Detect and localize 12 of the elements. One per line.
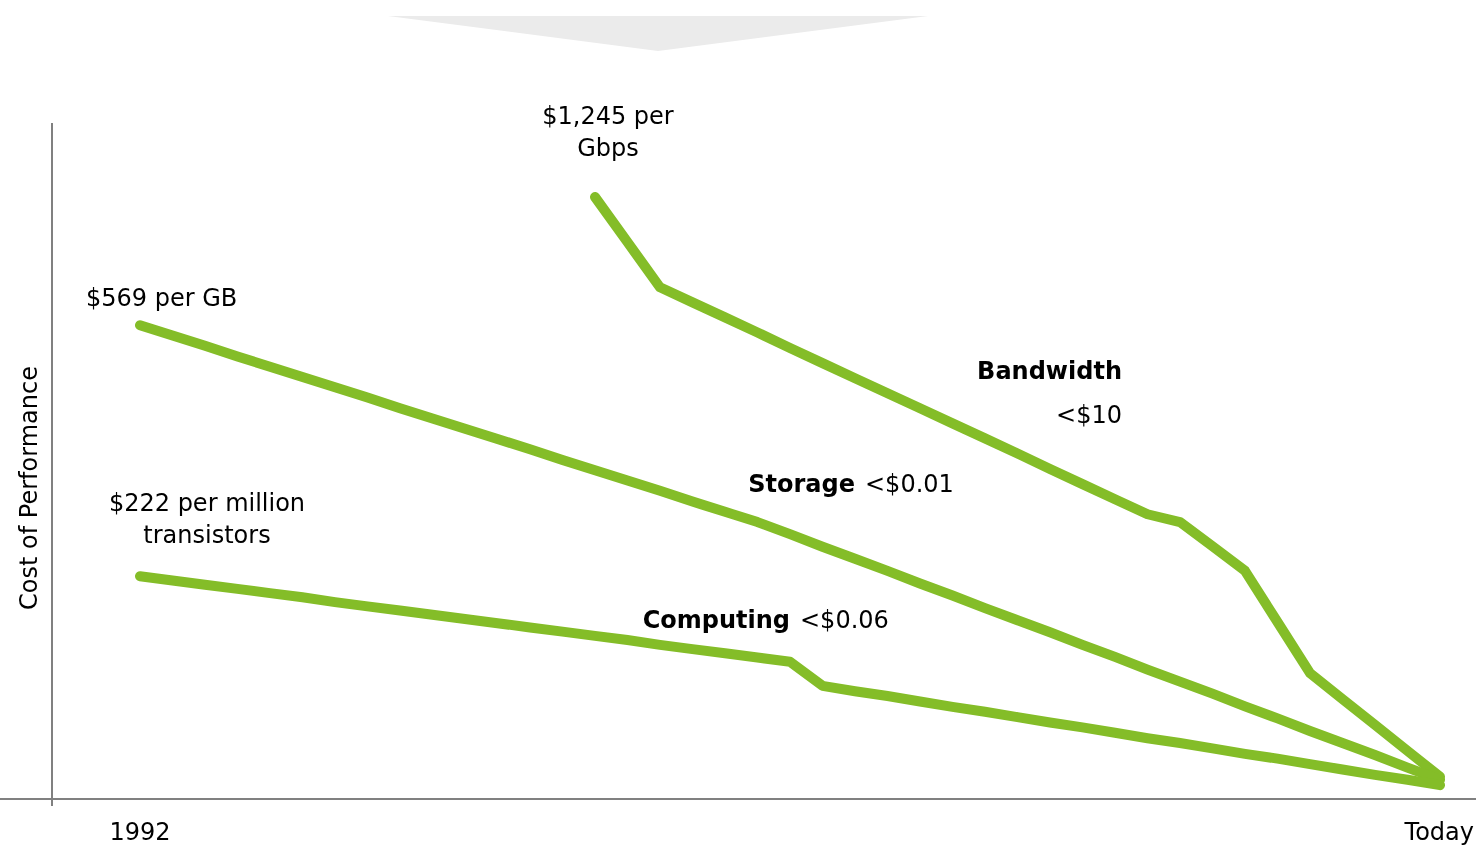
annotation: $569 per GB [86,284,238,312]
series-label: Bandwidth [977,357,1122,385]
x-tick-label: 1992 [109,818,171,845]
series-label: Computing [642,606,790,634]
annotation: <$10 [1056,401,1122,429]
text: $1,245 per Gbps [542,102,674,162]
series-label: Storage [748,470,855,498]
annotation: <$0.01 [865,470,954,498]
y-axis-title: Cost of Performance [15,366,43,610]
annotation: <$0.06 [800,606,889,634]
annotation: $222 per million transistors [108,489,306,549]
x-tick-label: Today [1403,818,1474,845]
